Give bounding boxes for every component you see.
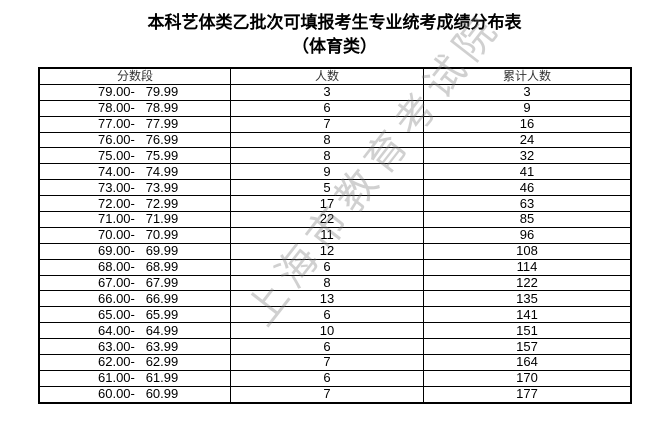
score-range-cell: 75.00- 75.99 — [38, 147, 231, 165]
score-range-cell: 61.00- 61.99 — [38, 369, 231, 387]
count-cell: 5 — [230, 179, 424, 197]
cumulative-cell: 85 — [423, 211, 632, 228]
document-subtitle: （体育类） — [292, 37, 377, 57]
cumulative-cell: 135 — [423, 290, 632, 308]
score-range-cell: 77.00- 77.99 — [38, 115, 231, 133]
cumulative-cell: 157 — [423, 338, 632, 356]
count-cell: 6 — [230, 338, 424, 356]
count-cell: 6 — [230, 306, 424, 324]
score-range-cell: 71.00- 71.99 — [38, 211, 231, 228]
count-cell: 6 — [230, 99, 424, 117]
cumulative-cell: 32 — [423, 147, 632, 165]
header-score-range: 分数段 — [38, 67, 231, 85]
table-row: 61.00- 61.99 6 170 — [38, 369, 632, 387]
table-row: 76.00- 76.99 8 24 — [38, 131, 632, 149]
score-range-cell: 76.00- 76.99 — [38, 131, 231, 149]
score-range-cell: 65.00- 65.99 — [38, 306, 231, 324]
count-cell: 13 — [230, 290, 424, 308]
score-distribution-table: 分数段 人数 累计人数 79.00- 79.99 3 3 78.00- 78.99 6 9… — [38, 67, 632, 404]
count-cell: 22 — [230, 211, 424, 228]
score-range-cell: 69.00- 69.99 — [38, 242, 231, 260]
count-cell: 3 — [230, 83, 424, 101]
table-row: 78.00- 78.99 6 9 — [38, 99, 632, 117]
count-cell: 8 — [230, 274, 424, 292]
score-range-cell: 72.00- 72.99 — [38, 195, 231, 213]
cumulative-cell: 108 — [423, 242, 632, 260]
table-row: 63.00- 63.99 6 157 — [38, 338, 632, 356]
table-header-row: 分数段 人数 累计人数 — [38, 67, 632, 85]
table-row: 79.00- 79.99 3 3 — [38, 83, 632, 101]
count-cell: 7 — [230, 354, 424, 371]
count-cell: 6 — [230, 369, 424, 387]
cumulative-cell: 177 — [423, 385, 632, 404]
score-range-cell: 74.00- 74.99 — [38, 163, 231, 181]
count-cell: 8 — [230, 131, 424, 149]
cumulative-cell: 9 — [423, 99, 632, 117]
table-row: 73.00- 73.99 5 46 — [38, 179, 632, 197]
table-row: 70.00- 70.99 11 96 — [38, 226, 632, 244]
score-range-cell: 68.00- 68.99 — [38, 258, 231, 276]
score-range-cell: 64.00- 64.99 — [38, 322, 231, 340]
cumulative-cell: 141 — [423, 306, 632, 324]
count-cell: 8 — [230, 147, 424, 165]
table-row: 72.00- 72.99 17 63 — [38, 195, 632, 213]
table-row: 75.00- 75.99 8 32 — [38, 147, 632, 165]
header-count: 人数 — [230, 67, 424, 85]
table-row: 64.00- 64.99 10 151 — [38, 322, 632, 340]
cumulative-cell: 3 — [423, 83, 632, 101]
count-cell: 11 — [230, 226, 424, 244]
table-row: 74.00- 74.99 9 41 — [38, 163, 632, 181]
count-cell: 17 — [230, 195, 424, 213]
table-row: 68.00- 68.99 6 114 — [38, 258, 632, 276]
score-range-cell: 63.00- 63.99 — [38, 338, 231, 356]
cumulative-cell: 63 — [423, 195, 632, 213]
score-range-cell: 78.00- 78.99 — [38, 99, 231, 117]
count-cell: 7 — [230, 115, 424, 133]
cumulative-cell: 41 — [423, 163, 632, 181]
score-range-cell: 60.00- 60.99 — [38, 385, 231, 404]
score-range-cell: 67.00- 67.99 — [38, 274, 231, 292]
table-row: 60.00- 60.99 7 177 — [38, 385, 632, 404]
count-cell: 10 — [230, 322, 424, 340]
count-cell: 12 — [230, 242, 424, 260]
header-cumulative: 累计人数 — [423, 67, 632, 85]
score-range-cell: 70.00- 70.99 — [38, 226, 231, 244]
document-title: 本科艺体类乙批次可填报考生专业统考成绩分布表 — [147, 13, 522, 33]
count-cell: 6 — [230, 258, 424, 276]
score-range-cell: 66.00- 66.99 — [38, 290, 231, 308]
table-row: 71.00- 71.99 22 85 — [38, 211, 632, 228]
table-row: 67.00- 67.99 8 122 — [38, 274, 632, 292]
cumulative-cell: 24 — [423, 131, 632, 149]
cumulative-cell: 170 — [423, 369, 632, 387]
cumulative-cell: 46 — [423, 179, 632, 197]
cumulative-cell: 164 — [423, 354, 632, 371]
score-range-cell: 73.00- 73.99 — [38, 179, 231, 197]
table-row: 62.00- 62.99 7 164 — [38, 354, 632, 371]
count-cell: 9 — [230, 163, 424, 181]
count-cell: 7 — [230, 385, 424, 404]
table-row: 69.00- 69.99 12 108 — [38, 242, 632, 260]
cumulative-cell: 122 — [423, 274, 632, 292]
score-range-cell: 62.00- 62.99 — [38, 354, 231, 371]
table-row: 65.00- 65.99 6 141 — [38, 306, 632, 324]
table-row: 66.00- 66.99 13 135 — [38, 290, 632, 308]
cumulative-cell: 114 — [423, 258, 632, 276]
cumulative-cell: 16 — [423, 115, 632, 133]
cumulative-cell: 151 — [423, 322, 632, 340]
table-row: 77.00- 77.99 7 16 — [38, 115, 632, 133]
cumulative-cell: 96 — [423, 226, 632, 244]
score-range-cell: 79.00- 79.99 — [38, 83, 231, 101]
